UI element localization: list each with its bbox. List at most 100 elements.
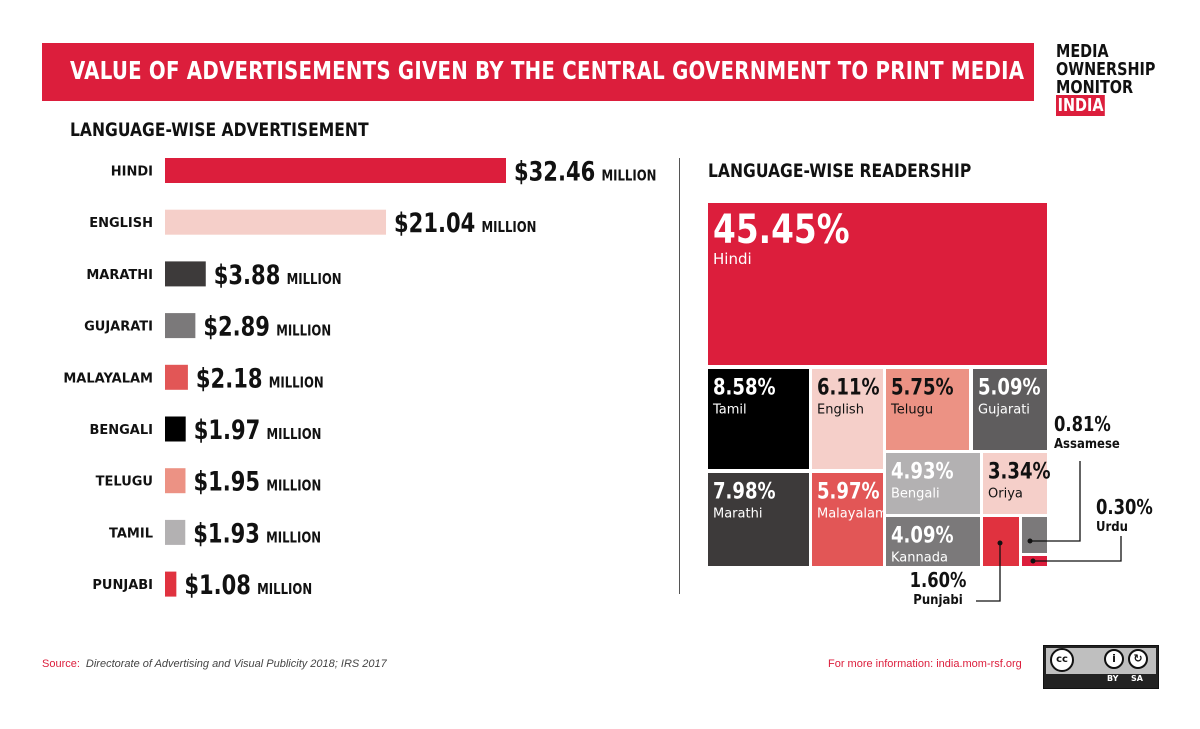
callout-percent-label: 1.60%	[910, 570, 967, 593]
treemap-cell	[812, 369, 883, 469]
source-note: Source: Directorate of Advertising and Vi…	[42, 658, 387, 670]
bar	[165, 571, 177, 597]
bar	[165, 261, 206, 287]
bar-value-unit: MILLION	[601, 168, 656, 185]
bar-value-group: $2.18 MILLION	[196, 363, 324, 394]
bar-value-amount: $2.18	[196, 363, 263, 394]
treemap-cell	[708, 203, 1047, 365]
treemap-cell	[886, 517, 980, 566]
bar-category-label: MARATHI	[86, 268, 153, 283]
treemap-cell	[886, 369, 969, 450]
treemap-cell	[708, 473, 809, 566]
callout-label-group: 0.30%Urdu	[1096, 497, 1153, 535]
treemap-percent-label: 5.97%	[817, 478, 880, 504]
treemap-percent-label: 5.75%	[891, 374, 954, 400]
bar	[165, 416, 186, 442]
section-divider	[679, 158, 680, 594]
treemap-percent-label: 5.09%	[978, 374, 1041, 400]
bar-value-amount: $2.89	[203, 311, 270, 342]
title-banner	[42, 43, 1034, 101]
treemap-cell	[886, 453, 980, 514]
treemap-percent-label: 7.98%	[713, 478, 776, 504]
bar-category-label: TAMIL	[109, 526, 153, 541]
bar	[165, 209, 387, 235]
bar-value-label: $1.97 MILLION	[194, 414, 322, 445]
bar-value-unit: MILLION	[257, 582, 312, 599]
treemap-name-label: Oriya	[988, 487, 1023, 502]
logo-line-monitor: MONITOR	[1056, 77, 1134, 98]
mom-logo: MEDIA OWNERSHIP MONITOR INDIA	[1056, 43, 1180, 116]
treemap-label-group: 6.11% English	[817, 374, 880, 418]
bar-value-label: $1.95 MILLION	[193, 466, 321, 497]
bar-value-amount: $21.04	[394, 208, 475, 239]
treemap-name-label: Malayalam	[817, 507, 888, 522]
callout-name-label: Urdu	[1096, 519, 1128, 534]
callout-line	[1033, 536, 1122, 562]
readership-chart-title: LANGUAGE-WISE READERSHIP	[708, 160, 972, 182]
bar-category-label: MALAYALAM	[63, 371, 153, 386]
source-text: Directorate of Advertising and Visual Pu…	[85, 658, 387, 670]
treemap-percent-label: 4.93%	[891, 458, 954, 484]
treemap-label-group: 5.75% Telugu	[890, 374, 954, 418]
source-label: Source:	[42, 658, 80, 670]
treemap-label-group: 8.58% Tamil	[712, 374, 776, 418]
bar	[165, 519, 186, 545]
readership-treemap: 45.45%Hindi 8.58% Tamil 7.98% Marathi 6.11% En…	[708, 203, 1153, 608]
bar-value-unit: MILLION	[267, 427, 322, 444]
treemap-cell	[1022, 517, 1047, 553]
treemap-name-label: Tamil	[712, 403, 747, 418]
more-info-link[interactable]: For more information: india.mom-rsf.org	[828, 658, 1022, 670]
bar-category-label: GUJARATI	[84, 320, 153, 335]
bar-value-label: $1.08 MILLION	[184, 570, 312, 601]
share-alike-icon: ↻	[1128, 649, 1148, 669]
bar-value-unit: MILLION	[266, 530, 321, 547]
bar-value-group: $1.93 MILLION	[193, 518, 321, 549]
bar-value-label: $21.04 MILLION	[394, 208, 536, 239]
treemap-name-label: Marathi	[713, 507, 762, 522]
treemap-cell	[973, 369, 1047, 450]
bar-value-group: $32.46 MILLION	[514, 156, 656, 187]
bar	[165, 468, 186, 494]
treemap-name-label: Bengali	[891, 487, 940, 502]
bar-value-amount: $1.97	[194, 414, 261, 445]
treemap-cell	[708, 369, 809, 469]
bar-value-unit: MILLION	[266, 478, 321, 495]
treemap-name-label: Gujarati	[978, 403, 1030, 418]
bar-value-unit: MILLION	[269, 375, 324, 392]
bar-value-label: $2.89 MILLION	[203, 311, 331, 342]
treemap-percent-label: 6.11%	[817, 374, 880, 400]
cc-sa-label: SA	[1131, 674, 1143, 683]
treemap-cell	[983, 453, 1047, 514]
treemap-name-label: Kannada	[891, 551, 948, 566]
bar-value-label: $3.88 MILLION	[214, 259, 342, 290]
bar-value-group: $21.04 MILLION	[394, 208, 536, 239]
bar-category-label: PUNJABI	[92, 578, 153, 593]
bar-value-amount: $32.46	[514, 156, 595, 187]
treemap-percent-label: 3.34%	[988, 458, 1051, 484]
bar-value-unit: MILLION	[287, 272, 342, 289]
bar-value-amount: $1.95	[193, 466, 260, 497]
treemap-name-label: English	[817, 403, 864, 418]
treemap-label-group: 5.97% Malayalam	[817, 478, 888, 522]
cc-icon: cc	[1050, 648, 1074, 672]
callout-label-group: 1.60%Punjabi	[910, 570, 967, 608]
callout-line	[1030, 461, 1081, 542]
bar-value-unit: MILLION	[482, 220, 537, 237]
bar-value-label: $32.46 MILLION	[514, 156, 656, 187]
callout-label-group: 0.81%Assamese	[1054, 414, 1120, 452]
bar-value-group: $1.97 MILLION	[194, 414, 322, 445]
bar-value-label: $1.93 MILLION	[193, 518, 321, 549]
bar-category-label: HINDI	[111, 165, 153, 180]
bar	[165, 158, 506, 183]
cc-license-badge: cc i ↻ BY SA	[1043, 645, 1159, 689]
bar-category-label: BENGALI	[89, 423, 153, 438]
attribution-icon: i	[1104, 649, 1124, 669]
cc-by-label: BY	[1107, 674, 1119, 683]
treemap-cell	[812, 473, 883, 566]
treemap-label-group: 7.98% Marathi	[713, 478, 776, 522]
bar-category-label: ENGLISH	[89, 216, 153, 231]
bar-value-group: $1.08 MILLION	[184, 570, 312, 601]
treemap-label-group: 4.93% Bengali	[891, 458, 954, 502]
treemap-name-label: Hindi	[713, 250, 752, 268]
treemap-percent-label: 8.58%	[713, 374, 776, 400]
